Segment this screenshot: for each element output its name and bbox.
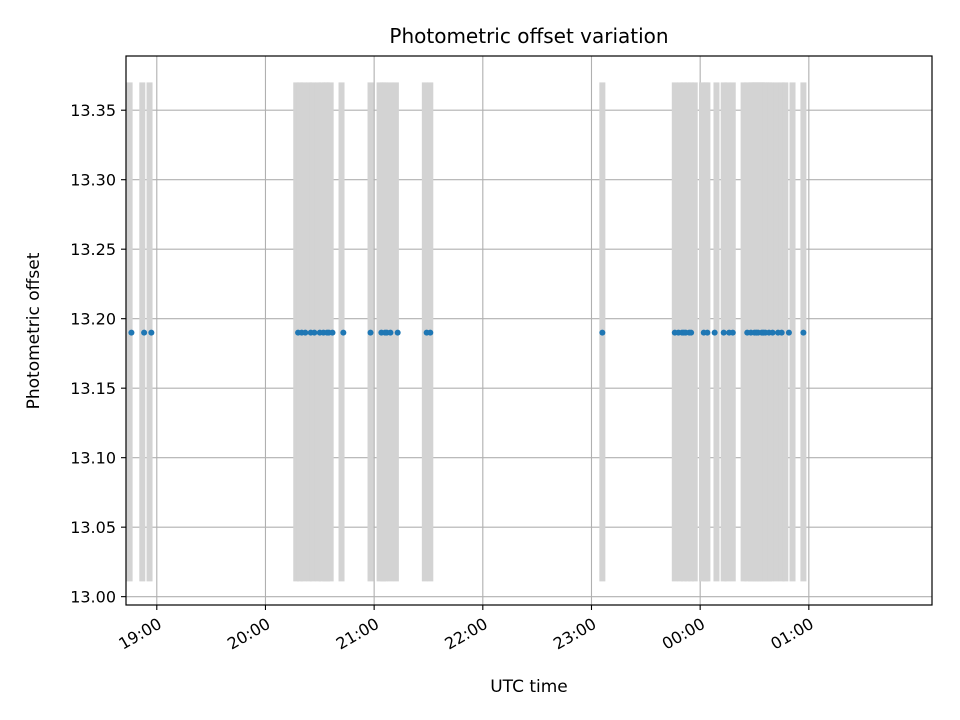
x-axis-label: UTC time xyxy=(490,677,568,697)
plot-frame xyxy=(125,55,933,606)
grid-layer xyxy=(126,56,932,605)
data-point xyxy=(340,329,347,336)
data-point xyxy=(128,329,135,336)
y-tick-label: 13.00 xyxy=(70,588,116,607)
exposure-band xyxy=(789,82,796,582)
point-layer xyxy=(128,329,807,336)
data-point xyxy=(387,329,394,336)
y-tick-label: 13.25 xyxy=(70,240,116,259)
y-tick-label: 13.10 xyxy=(70,449,116,468)
exposure-band xyxy=(740,82,747,582)
data-point xyxy=(704,329,711,336)
data-point xyxy=(311,329,318,336)
data-point xyxy=(302,329,309,336)
data-point xyxy=(729,329,736,336)
y-axis-label: Photometric offset xyxy=(24,252,44,409)
data-point xyxy=(720,329,727,336)
data-point xyxy=(778,329,785,336)
data-point xyxy=(800,329,807,336)
exposure-band xyxy=(691,82,698,582)
data-point xyxy=(688,329,695,336)
data-point xyxy=(141,329,148,336)
data-point xyxy=(427,329,434,336)
data-point xyxy=(599,329,606,336)
data-point xyxy=(769,329,776,336)
data-point xyxy=(148,329,155,336)
y-tick-label: 13.20 xyxy=(70,310,116,329)
data-point xyxy=(394,329,401,336)
y-tick-label: 13.30 xyxy=(70,171,116,190)
y-tick-label: 13.15 xyxy=(70,379,116,398)
data-point xyxy=(329,329,336,336)
y-tick-label: 13.35 xyxy=(70,101,116,120)
data-point xyxy=(711,329,718,336)
data-point xyxy=(785,329,792,336)
y-tick-label: 13.05 xyxy=(70,518,116,537)
exposure-band xyxy=(782,82,789,582)
chart-title: Photometric offset variation xyxy=(389,24,668,48)
data-point xyxy=(367,329,374,336)
